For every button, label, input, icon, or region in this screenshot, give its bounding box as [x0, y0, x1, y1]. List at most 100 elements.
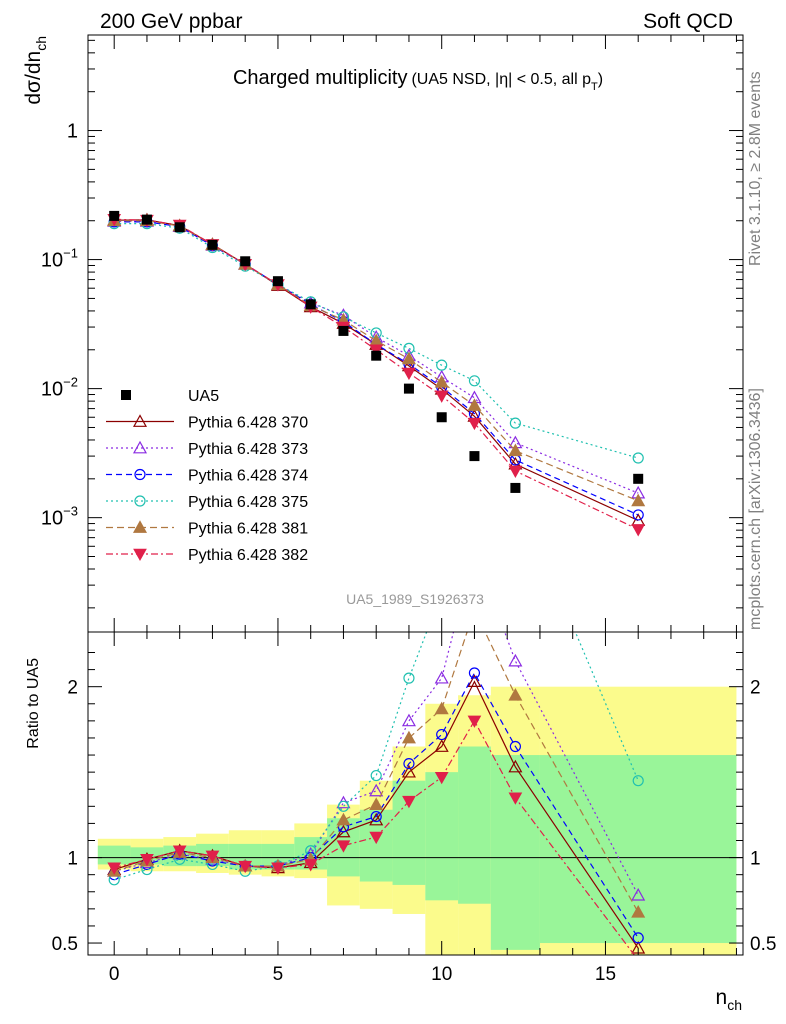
ratio-point-0-8: [369, 812, 384, 826]
x-tick-label: 5: [273, 964, 284, 985]
analysis-watermark: UA5_1989_S1926373: [346, 591, 484, 607]
data-point-13: [633, 473, 644, 484]
ratio-point-2-9: [403, 757, 415, 770]
data-point-3: [207, 239, 218, 250]
main-point-3-10: [436, 359, 448, 371]
band-inner: [97, 845, 131, 865]
ratio-point-5-1: [140, 853, 154, 867]
data-point-8: [371, 350, 382, 361]
data-point-1: [141, 214, 152, 225]
ratio-bands: [88, 686, 743, 955]
legend-label-5: Pythia 6.428 382: [188, 547, 308, 564]
ratio-point-3-13: [632, 775, 644, 787]
data-point-0: [109, 210, 120, 221]
data-point-2: [174, 222, 185, 233]
main-series-line-3: [114, 223, 639, 459]
legend-marker-3: [134, 495, 146, 507]
x-tick-label: 10: [431, 964, 452, 985]
data-point-5: [272, 276, 283, 287]
ratio-point-4-10: [434, 701, 449, 715]
ratio-point-4-7: [336, 812, 351, 826]
data-point-7: [338, 325, 349, 336]
ratio-point-2-13: [632, 932, 644, 944]
ratio-point-1-13: [631, 887, 646, 901]
ratio-point-1-11: [468, 544, 480, 555]
data-point-12: [510, 482, 521, 493]
band-inner: [458, 746, 491, 904]
ratio-series-line-5: [114, 719, 636, 955]
band-inner: [490, 755, 540, 950]
ratio-point-4-13: [631, 905, 646, 918]
ratio-point-5-10: [434, 771, 449, 785]
ratio-point-5-9: [402, 795, 416, 809]
x-tick-label: 0: [109, 964, 120, 985]
legend-marker-2: [134, 468, 146, 481]
main-point-5-13: [631, 524, 646, 537]
main-point-5-9: [402, 367, 416, 381]
data-point-4: [240, 256, 251, 267]
chart-title: Charged multiplicity (UA5 NSD, |η| < 0.5,…: [233, 67, 603, 93]
ratio-point-1-8: [369, 783, 384, 797]
ratio-point-1-10: [434, 670, 449, 684]
ratio-y-tick-label: 1: [67, 849, 78, 870]
legend-label-data: UA5: [188, 388, 219, 405]
ratio-series: [107, 544, 646, 955]
main-point-3-12: [509, 417, 521, 429]
data-point-6: [305, 299, 316, 310]
y-tick-label: 10−3: [41, 504, 78, 530]
main-series-line-1: [114, 220, 639, 494]
ratio-point-4-8: [369, 797, 384, 811]
main-point-3-11: [468, 375, 481, 387]
main-y-axis-label: dσ/dnch: [22, 36, 49, 105]
ratio-point-5-0: [107, 862, 122, 875]
ratio-y-tick-label-right: 0.5: [750, 934, 776, 955]
ratio-point-1-9: [401, 713, 416, 727]
main-point-5-10: [434, 390, 449, 403]
legend-marker-0: [132, 414, 148, 427]
main-series: [107, 210, 646, 537]
main-frame: [87, 34, 744, 633]
main-point-4-13: [631, 493, 646, 507]
ratio-point-5-5: [271, 862, 285, 875]
data-point-9: [403, 383, 414, 394]
ratio-point-4-12: [508, 687, 523, 701]
ratio-point-5-8: [369, 831, 384, 845]
ratio-point-5-12: [508, 792, 523, 805]
main-point-5-8: [369, 344, 384, 357]
main-point-4-10: [434, 375, 449, 388]
ratio-point-0-11: [467, 674, 482, 687]
ratio-point-5-11: [467, 715, 482, 728]
y-tick-label: 10−1: [41, 246, 78, 272]
legend-label-0: Pythia 6.428 370: [188, 415, 308, 432]
main-point-4-11: [467, 398, 482, 411]
ratio-point-4-9: [401, 730, 416, 744]
main-point-3-13: [632, 452, 644, 464]
x-tick-label: 15: [595, 964, 616, 985]
ratio-y-tick-label-right: 2: [750, 678, 761, 699]
ratio-point-0-10: [434, 739, 449, 752]
legend-label-3: Pythia 6.428 375: [188, 494, 308, 511]
legend-label-2: Pythia 6.428 374: [188, 468, 308, 485]
ratio-point-5-13: [631, 954, 646, 955]
ratio-y-tick-label-right: 1: [750, 849, 761, 870]
ratio-point-5-3: [205, 850, 220, 863]
data-point-10: [436, 412, 447, 423]
ratio-frame: [87, 631, 744, 956]
main-series-line-4: [114, 220, 639, 502]
main-point-4-9: [401, 351, 416, 365]
ratio-point-2-12: [509, 740, 521, 753]
ratio-y-tick-label: 0.5: [52, 934, 78, 955]
legend-label-1: Pythia 6.428 373: [188, 441, 308, 458]
main-point-4-12: [508, 443, 523, 457]
header-right: Soft QCD: [643, 10, 733, 33]
ratio-point-3-7: [337, 800, 350, 812]
main-point-5-11: [467, 417, 482, 431]
legend-marker-1: [132, 440, 148, 454]
ratio-series-line-0: [114, 680, 639, 949]
ratio-point-0-9: [401, 764, 416, 778]
ratio-point-2-10: [436, 728, 448, 741]
side-label-rivet: Rivet 3.1.10, ≥ 2.8M events: [747, 71, 764, 266]
ratio-point-3-9: [403, 672, 415, 684]
ratio-point-5-4: [238, 860, 253, 874]
